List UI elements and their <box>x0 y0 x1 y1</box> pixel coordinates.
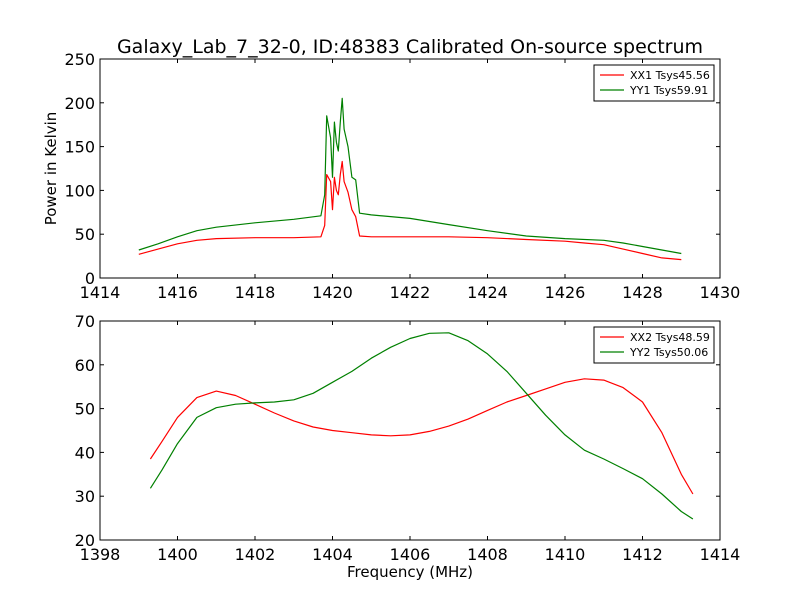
x-tick-label: 1400 <box>157 545 198 564</box>
x-tick-label: 1418 <box>235 283 276 302</box>
bottom-plot: 1398 1400 1402 1404 1406 1408 1410 1412 1414 20 30… <box>75 312 741 581</box>
y-tick-label: 0 <box>85 269 95 288</box>
x-tick-label: 1430 <box>700 283 741 302</box>
legend-label: YY2 Tsys50.06 <box>629 346 708 359</box>
x-tick-label: 1426 <box>545 283 586 302</box>
legend-1: XX2 Tsys48.59 YY2 Tsys50.06 <box>593 326 715 364</box>
legend-box <box>593 64 715 102</box>
x-tick-label: 1410 <box>545 545 586 564</box>
figure-title: Galaxy_Lab_7_32-0, ID:48383 Calibrated O… <box>117 36 703 58</box>
legend-label: XX1 Tsys45.56 <box>630 69 710 82</box>
x-tick-label: 1408 <box>467 545 508 564</box>
top-plot: 1414 1416 1418 1420 1422 1424 1426 1428 1430 0 50 1… <box>42 50 740 302</box>
legend-label: XX2 Tsys48.59 <box>630 331 710 344</box>
y-tick-label: 100 <box>64 181 95 200</box>
x-tick-label: 1416 <box>157 283 198 302</box>
y-tick-label: 50 <box>75 225 95 244</box>
x-tick-label: 1414 <box>700 545 741 564</box>
series-line-1-1 <box>149 332 694 520</box>
legend-box <box>593 326 715 364</box>
series-line-0-0 <box>138 160 682 261</box>
y-tick-label: 150 <box>64 138 95 157</box>
x-tick-label: 1406 <box>390 545 431 564</box>
x-tick-label: 1398 <box>80 545 121 564</box>
y-tick-label: 200 <box>64 94 95 113</box>
y-tick-label: 250 <box>64 50 95 69</box>
x-tick-label: 1420 <box>312 283 353 302</box>
x-axis-label: Frequency (MHz) <box>347 563 473 581</box>
legend-0: XX1 Tsys45.56 YY1 Tsys59.91 <box>593 64 715 102</box>
series-line-1-0 <box>149 378 694 495</box>
series-line-0-1 <box>138 97 682 255</box>
y-tick-label: 70 <box>75 312 95 331</box>
x-tick-label: 1414 <box>80 283 121 302</box>
x-tick-label: 1402 <box>235 545 276 564</box>
y-axis-label: Power in Kelvin <box>42 112 60 226</box>
y-tick-label: 30 <box>75 487 95 506</box>
x-tick-label: 1428 <box>622 283 663 302</box>
y-tick-label: 20 <box>75 531 95 550</box>
x-tick-label: 1424 <box>467 283 508 302</box>
y-tick-label: 40 <box>75 443 95 462</box>
x-tick-label: 1404 <box>312 545 353 564</box>
x-tick-label: 1422 <box>390 283 431 302</box>
legend-label: YY1 Tsys59.91 <box>629 84 708 97</box>
y-tick-label: 60 <box>75 356 95 375</box>
y-tick-label: 50 <box>75 400 95 419</box>
x-tick-label: 1412 <box>622 545 663 564</box>
